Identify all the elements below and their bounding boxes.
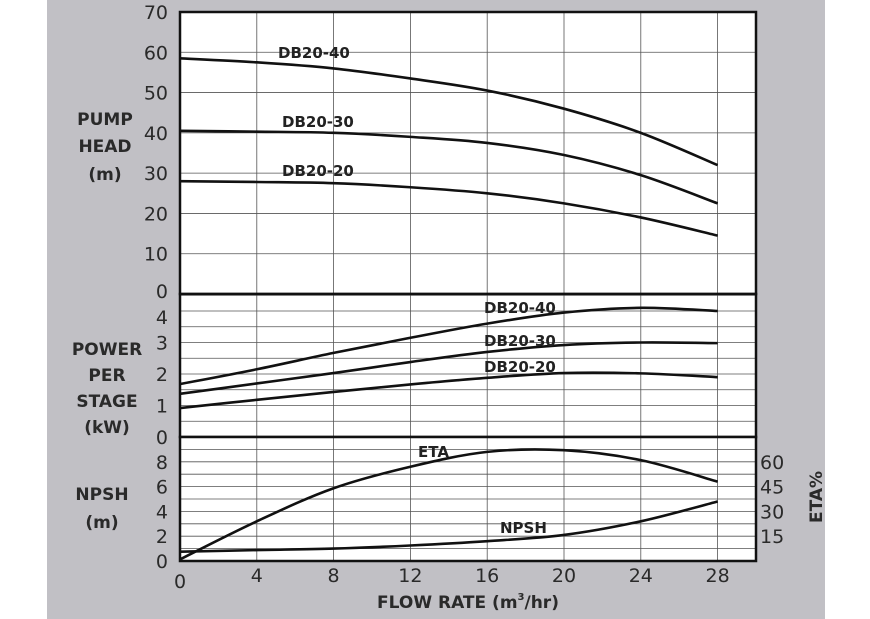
y-tick-label: 30	[144, 163, 168, 185]
panel-border	[178, 435, 758, 563]
y-tick-label: 70	[144, 2, 168, 24]
y-tick-label: 1	[156, 396, 168, 418]
x-tick-label: 28	[706, 565, 730, 587]
series-label: DB20-20	[282, 162, 354, 180]
series-line-npsh-eta-eta	[179, 448, 718, 561]
y2-tick-label: 15	[760, 526, 784, 548]
y-tick-label: 4	[156, 307, 168, 329]
plot-area-power-per-stage	[180, 294, 756, 437]
x-tick-label: 24	[629, 565, 653, 587]
y-tick-label: 2	[156, 526, 168, 548]
y2-tick-label: 30	[760, 501, 784, 523]
series-label: DB20-20	[484, 358, 556, 376]
y-tick-label: 3	[156, 333, 168, 355]
series-line-pump-head-db20-20	[179, 179, 718, 237]
y-tick-label: 2	[156, 364, 168, 386]
y-axis-label: NPSH	[75, 485, 128, 505]
y2-axis-label: ETA%	[807, 471, 827, 523]
series-label: DB20-30	[484, 332, 556, 350]
y-axis-label: STAGE	[76, 392, 137, 412]
x-tick-label: 0	[174, 571, 186, 593]
x-tick-label: 12	[398, 565, 422, 587]
series-line-npsh-eta-npsh	[179, 500, 718, 553]
y-tick-label: 4	[156, 501, 168, 523]
series-label: ETA	[418, 443, 449, 461]
x-tick-label: 4	[251, 565, 263, 587]
series-line-power-per-stage-db20-30	[179, 341, 718, 396]
y-axis-label: (kW)	[84, 418, 130, 438]
y-tick-label: 40	[144, 123, 168, 145]
x-tick-label: 8	[328, 565, 340, 587]
y-tick-label: 60	[144, 42, 168, 64]
x-axis-label: FLOW RATE (m3/hr)	[377, 592, 559, 613]
y-axis-label: (m)	[85, 513, 118, 533]
series-line-pump-head-db20-40	[179, 57, 719, 167]
y2-tick-label: 60	[760, 452, 784, 474]
series-line-pump-head-db20-30	[179, 129, 719, 205]
series-label: DB20-40	[484, 299, 556, 317]
x-tick-label: 16	[475, 565, 499, 587]
series-label: DB20-40	[278, 44, 350, 62]
y-axis-label: HEAD	[78, 137, 131, 157]
series-label: DB20-30	[282, 113, 354, 131]
series-line-power-per-stage-db20-40	[179, 306, 718, 386]
y-tick-label: 0	[156, 551, 168, 573]
y-tick-label: 0	[156, 427, 168, 449]
y-axis-label: POWER	[72, 340, 142, 360]
y-tick-label: 6	[156, 477, 168, 499]
y2-tick-label: 45	[760, 477, 784, 499]
y-tick-label: 10	[144, 244, 168, 266]
y-tick-label: 0	[156, 281, 168, 303]
plot-area-pump-head	[180, 12, 756, 294]
y-tick-label: 50	[144, 83, 168, 105]
y-axis-label: PER	[88, 366, 125, 386]
series-line-power-per-stage-db20-20	[179, 371, 718, 410]
series-label: NPSH	[500, 519, 547, 537]
y-axis-label: PUMP	[77, 110, 133, 130]
x-tick-label: 20	[552, 565, 576, 587]
y-tick-label: 20	[144, 203, 168, 225]
y-axis-label: (m)	[88, 165, 121, 185]
y-tick-label: 8	[156, 452, 168, 474]
